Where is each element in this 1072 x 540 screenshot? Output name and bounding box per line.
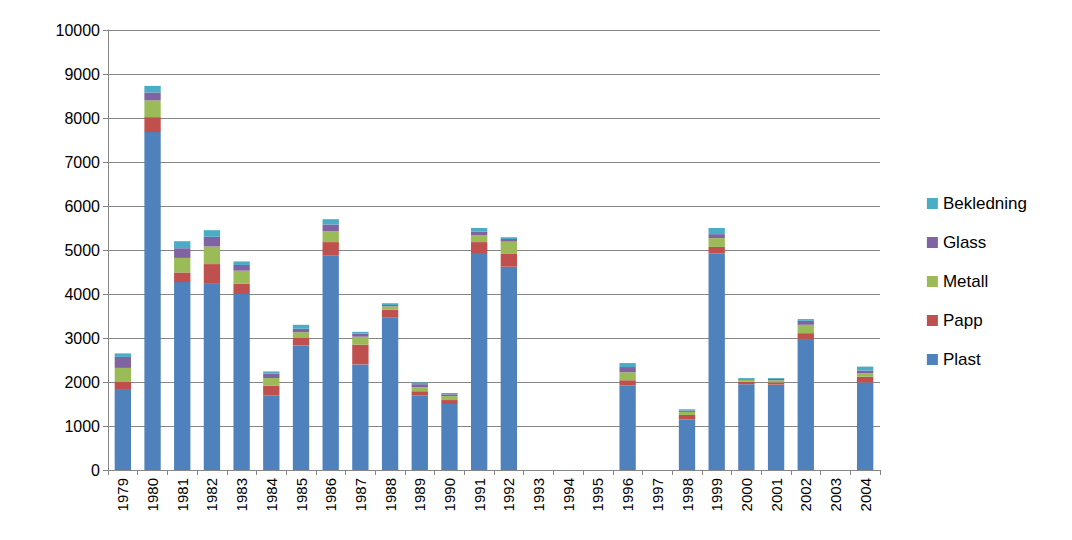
- svg-text:10000: 10000: [56, 22, 101, 39]
- svg-text:1996: 1996: [619, 478, 636, 511]
- svg-text:1994: 1994: [560, 478, 577, 511]
- svg-text:4000: 4000: [64, 286, 100, 303]
- svg-text:1990: 1990: [441, 478, 458, 511]
- svg-text:8000: 8000: [64, 110, 100, 127]
- svg-text:1986: 1986: [322, 478, 339, 511]
- svg-text:3000: 3000: [64, 330, 100, 347]
- svg-text:1987: 1987: [352, 478, 369, 511]
- svg-text:1982: 1982: [203, 478, 220, 511]
- svg-text:2001: 2001: [768, 478, 785, 511]
- svg-text:1980: 1980: [144, 478, 161, 511]
- svg-text:Metall: Metall: [943, 272, 988, 291]
- svg-text:1999: 1999: [708, 478, 725, 511]
- svg-text:9000: 9000: [64, 66, 100, 83]
- svg-text:1985: 1985: [293, 478, 310, 511]
- svg-text:6000: 6000: [64, 198, 100, 215]
- svg-text:2000: 2000: [738, 478, 755, 511]
- svg-text:2002: 2002: [797, 478, 814, 511]
- svg-text:1992: 1992: [500, 478, 517, 511]
- svg-text:1983: 1983: [233, 478, 250, 511]
- svg-text:1997: 1997: [649, 478, 666, 511]
- svg-text:5000: 5000: [64, 242, 100, 259]
- svg-text:1984: 1984: [263, 478, 280, 511]
- svg-text:Glass: Glass: [943, 233, 986, 252]
- svg-text:0: 0: [91, 462, 100, 479]
- svg-text:1988: 1988: [382, 478, 399, 511]
- svg-text:1991: 1991: [471, 478, 488, 511]
- svg-text:2000: 2000: [64, 374, 100, 391]
- svg-text:Plast: Plast: [943, 350, 981, 369]
- svg-text:7000: 7000: [64, 154, 100, 171]
- svg-text:Bekledning: Bekledning: [943, 194, 1027, 213]
- svg-text:2004: 2004: [857, 478, 874, 511]
- svg-text:1981: 1981: [174, 478, 191, 511]
- svg-text:1989: 1989: [411, 478, 428, 511]
- svg-text:1993: 1993: [530, 478, 547, 511]
- svg-text:1000: 1000: [64, 418, 100, 435]
- svg-text:1995: 1995: [589, 478, 606, 511]
- svg-text:1979: 1979: [114, 478, 131, 511]
- svg-text:2003: 2003: [827, 478, 844, 511]
- svg-text:Papp: Papp: [943, 311, 983, 330]
- svg-text:1998: 1998: [679, 478, 696, 511]
